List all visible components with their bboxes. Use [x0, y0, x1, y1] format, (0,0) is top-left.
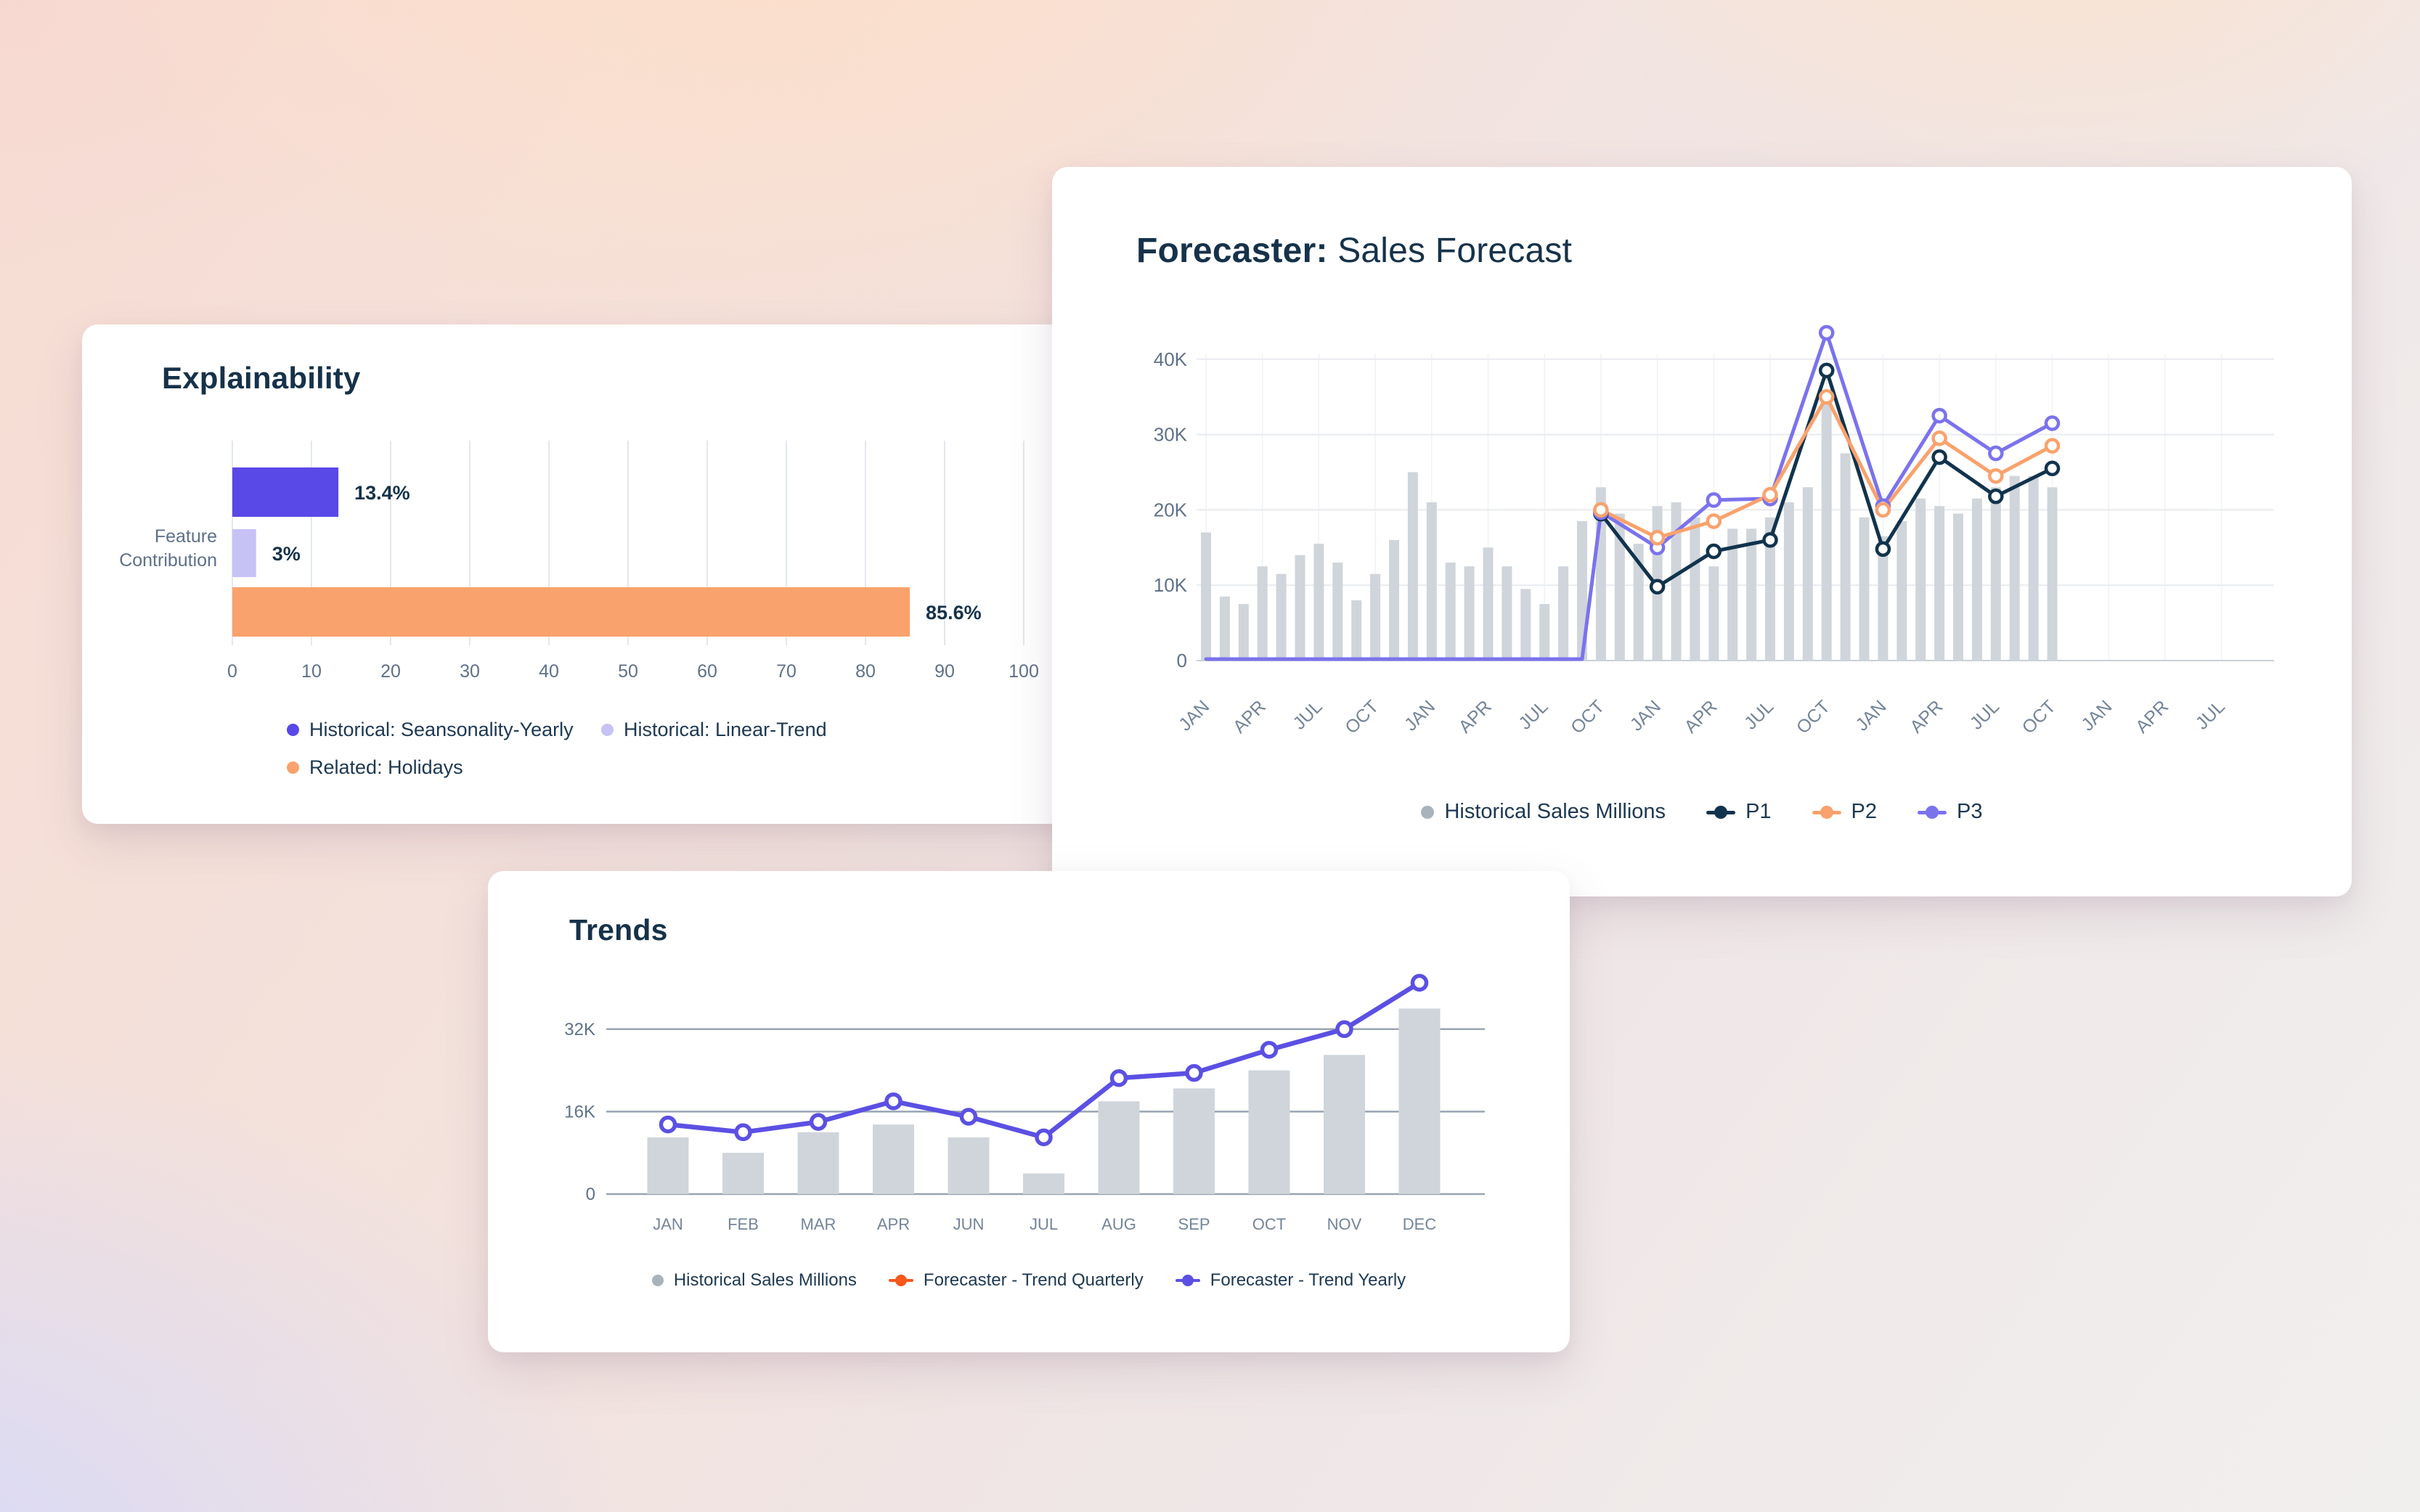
svg-text:60: 60 — [697, 661, 717, 682]
legend-item-trend-yearly[interactable]: Forecaster - Trend Yearly — [1175, 1270, 1406, 1291]
svg-text:OCT: OCT — [1793, 696, 1834, 737]
svg-text:JUL: JUL — [1030, 1215, 1058, 1233]
legend-item-linear-trend[interactable]: Historical: Linear-Trend — [601, 719, 827, 741]
svg-text:50: 50 — [618, 661, 638, 682]
svg-text:APR: APR — [877, 1215, 910, 1233]
svg-text:100: 100 — [1009, 661, 1039, 682]
series-line-dot-icon — [1812, 805, 1841, 819]
svg-text:JUN: JUN — [953, 1215, 985, 1233]
forecaster-title-prefix: Forecaster: — [1136, 232, 1328, 270]
svg-text:30: 30 — [460, 661, 480, 682]
svg-text:AUG: AUG — [1101, 1215, 1136, 1233]
svg-text:APR: APR — [1906, 696, 1947, 737]
series-dot-icon — [1421, 805, 1435, 819]
legend-item-historical-sales[interactable]: Historical Sales Millions — [1421, 800, 1666, 824]
svg-text:10K: 10K — [1154, 574, 1188, 596]
svg-text:32K: 32K — [564, 1020, 595, 1039]
legend-label: Historical Sales Millions — [1444, 800, 1666, 823]
svg-text:85.6%: 85.6% — [926, 602, 982, 624]
svg-text:40K: 40K — [1154, 348, 1188, 370]
svg-text:90: 90 — [934, 661, 955, 682]
legend-item-trend-quarterly[interactable]: Forecaster - Trend Quarterly — [888, 1270, 1144, 1291]
trends-legend: Historical Sales Millions Forecaster - T… — [488, 1270, 1570, 1291]
legend-label: Forecaster - Trend Yearly — [1210, 1270, 1406, 1290]
svg-text:DEC: DEC — [1403, 1215, 1437, 1233]
svg-text:JUL: JUL — [1740, 696, 1777, 733]
svg-text:0: 0 — [227, 661, 237, 682]
svg-text:JUL: JUL — [1515, 696, 1552, 733]
svg-text:0: 0 — [586, 1185, 595, 1204]
legend-item-p1[interactable]: P1 — [1706, 800, 1772, 824]
series-dot-icon — [287, 761, 299, 774]
svg-text:NOV: NOV — [1327, 1215, 1362, 1233]
svg-text:JUL: JUL — [2192, 696, 2229, 733]
svg-text:FEB: FEB — [728, 1215, 759, 1233]
forecaster-card: Forecaster: Sales Forecast 0 10K 20K 30K 40K… — [1052, 167, 2352, 896]
svg-text:40: 40 — [539, 661, 559, 682]
svg-text:JAN: JAN — [1626, 696, 1665, 735]
trends-card: Trends 0 16K 32K JAN FEB MAR APR JUN JUL AUG SEP OC… — [488, 871, 1570, 1352]
svg-text:SEP: SEP — [1178, 1215, 1210, 1233]
legend-item-p2[interactable]: P2 — [1812, 800, 1877, 824]
svg-text:20: 20 — [380, 661, 401, 682]
trends-title: Trends — [569, 913, 668, 947]
sales-forecast-combo-chart: 0 10K 20K 30K 40K JAN APR JUL OCT JAN APR JUL OCT JAN… — [1154, 324, 2274, 738]
svg-text:0: 0 — [1177, 650, 1187, 671]
svg-text:JAN: JAN — [1175, 696, 1213, 735]
svg-text:JAN: JAN — [1401, 696, 1439, 735]
svg-text:16K: 16K — [564, 1102, 595, 1121]
legend-label: P2 — [1851, 800, 1878, 823]
svg-text:APR: APR — [1229, 696, 1270, 737]
svg-text:OCT: OCT — [1252, 1215, 1286, 1233]
explainability-bar-chart: 0 10 20 30 40 50 60 70 80 90 100 13.4% 3% 85.6% Featur… — [119, 441, 1039, 682]
explainability-legend: Historical: Seansonality-Yearly Historic… — [287, 719, 827, 779]
svg-text:OCT: OCT — [1341, 696, 1382, 737]
svg-text:70: 70 — [776, 661, 797, 682]
legend-item-seasonality-yearly[interactable]: Historical: Seansonality-Yearly — [287, 719, 601, 741]
legend-label: Historical Sales Millions — [673, 1270, 857, 1290]
svg-text:13.4%: 13.4% — [354, 482, 410, 504]
legend-item-p3[interactable]: P3 — [1918, 800, 1983, 824]
explainability-card: Explainability 0 10 20 30 40 50 60 70 80 90 100 13.… — [82, 324, 1095, 824]
svg-text:JAN: JAN — [1851, 696, 1890, 735]
legend-label: Historical: Linear-Trend — [624, 719, 827, 740]
trends-combo-chart: 0 16K 32K JAN FEB MAR APR JUN JUL AUG SEP OCT NOV DEC — [564, 973, 1485, 1233]
svg-text:10: 10 — [301, 661, 322, 682]
svg-text:OCT: OCT — [1567, 696, 1608, 737]
series-dot-icon — [651, 1275, 664, 1286]
svg-text:APR: APR — [1680, 696, 1721, 737]
series-dot-icon — [287, 724, 299, 736]
svg-text:30K: 30K — [1154, 424, 1188, 446]
legend-label: P1 — [1745, 800, 1772, 823]
svg-text:JUL: JUL — [1289, 696, 1326, 733]
svg-text:JAN: JAN — [2077, 696, 2116, 735]
svg-text:OCT: OCT — [2018, 696, 2060, 737]
svg-text:3%: 3% — [272, 543, 301, 565]
svg-text:APR: APR — [2132, 696, 2172, 737]
svg-text:20K: 20K — [1154, 499, 1188, 520]
svg-text:JAN: JAN — [653, 1215, 683, 1233]
legend-label: Historical: Seansonality-Yearly — [309, 719, 574, 740]
forecaster-title: Forecaster: Sales Forecast — [1136, 231, 1572, 271]
series-line-dot-icon — [1706, 805, 1736, 819]
series-line-dot-icon — [888, 1275, 913, 1286]
forecaster-legend: Historical Sales Millions P1 P2 P3 — [1052, 800, 2352, 824]
svg-text:APR: APR — [1455, 696, 1496, 737]
legend-label: Forecaster - Trend Quarterly — [923, 1270, 1144, 1290]
legend-label: P3 — [1957, 800, 1983, 823]
svg-text:MAR: MAR — [801, 1215, 836, 1233]
legend-item-historical-sales[interactable]: Historical Sales Millions — [651, 1270, 857, 1291]
series-line-dot-icon — [1918, 805, 1947, 819]
series-dot-icon — [601, 724, 614, 736]
forecaster-title-rest: Sales Forecast — [1327, 232, 1573, 270]
svg-text:JUL: JUL — [1966, 696, 2003, 733]
series-line-dot-icon — [1175, 1275, 1200, 1286]
svg-text:80: 80 — [855, 661, 876, 682]
legend-label: Related: Holidays — [309, 756, 463, 778]
legend-item-related-holidays[interactable]: Related: Holidays — [287, 756, 601, 779]
explainability-title: Explainability — [162, 361, 361, 395]
